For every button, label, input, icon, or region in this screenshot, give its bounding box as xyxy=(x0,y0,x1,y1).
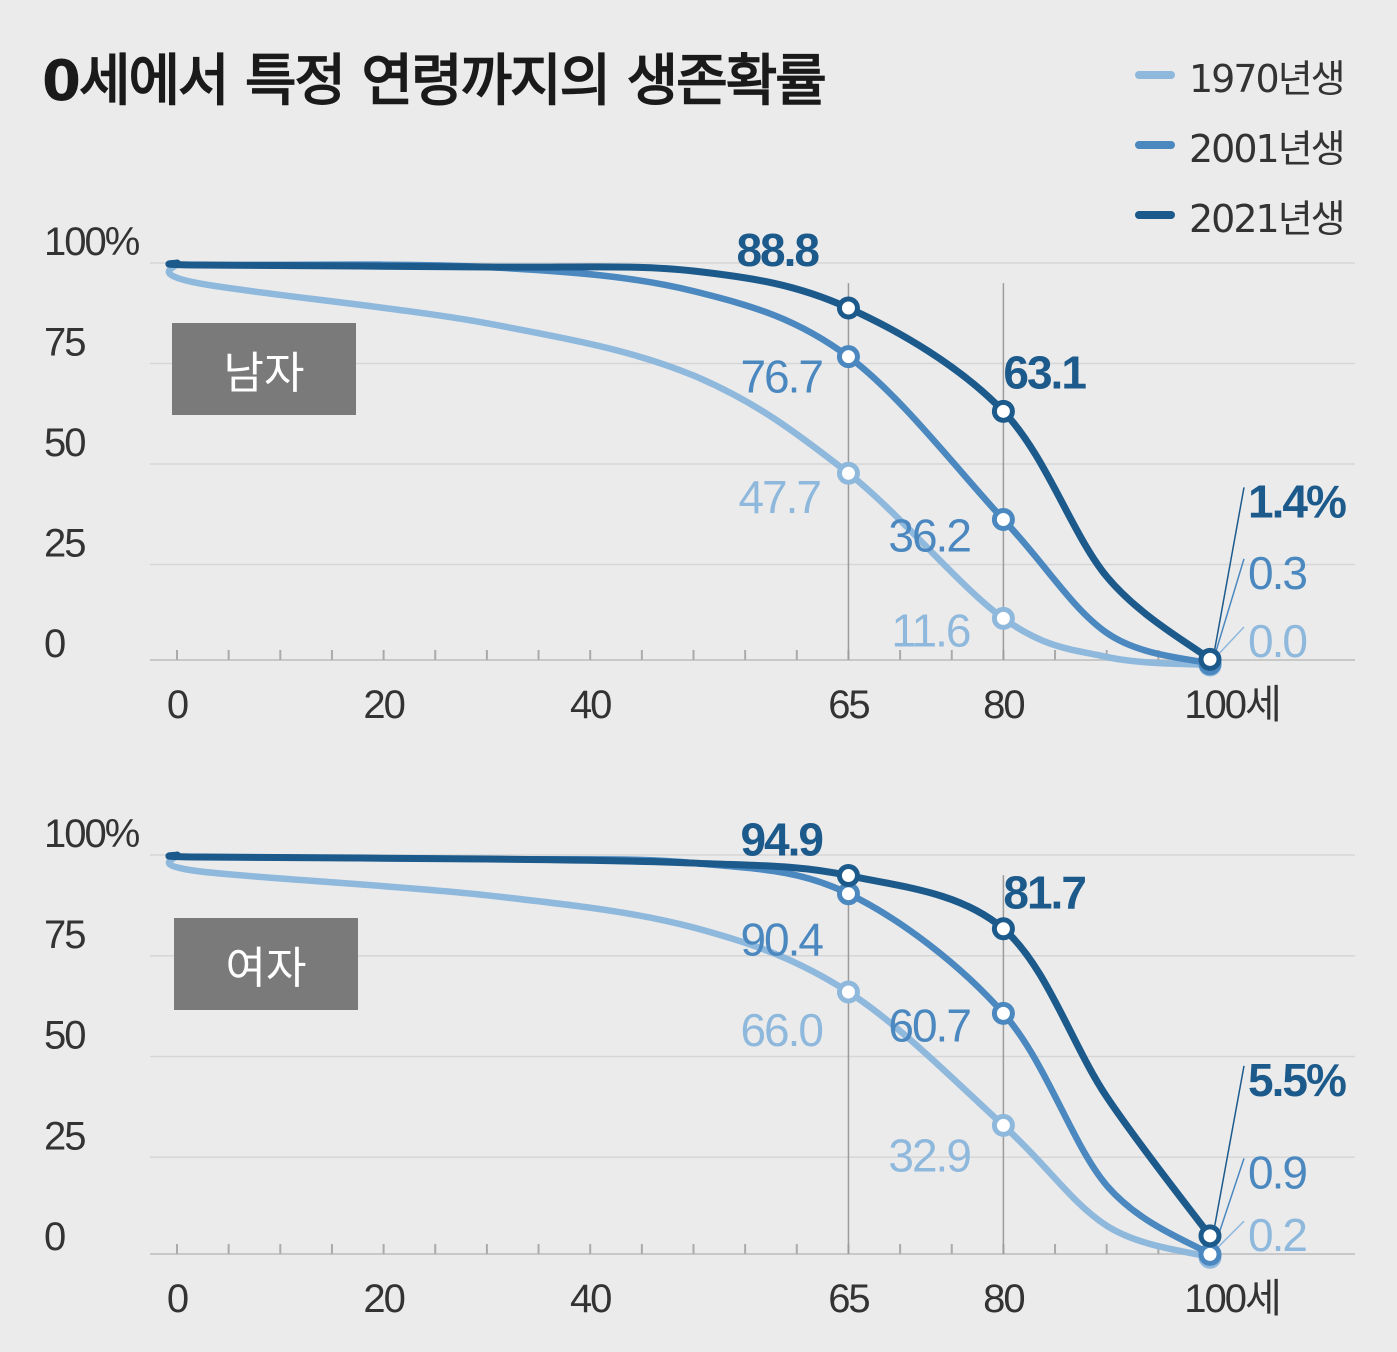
female-point-2021년생-65 xyxy=(836,864,860,888)
male-data-label-2001년생-65: 76.7 xyxy=(740,351,822,403)
female-data-label-2001년생-100: 0.9 xyxy=(1248,1146,1306,1198)
male-x-tick-label: 40 xyxy=(570,683,611,727)
female-x-tick-label: 80 xyxy=(983,1277,1024,1321)
legend: 1970년생 2001년생 2021년생 xyxy=(1135,40,1346,250)
male-point-2001년생-65 xyxy=(836,345,860,369)
female-point-1970년생-80 xyxy=(991,1113,1015,1137)
male-data-label-2021년생-100: 1.4% xyxy=(1248,475,1346,527)
female-point-2021년생-100 xyxy=(1198,1224,1222,1248)
female-point-2001년생-80 xyxy=(991,1001,1015,1025)
female-y-tick-label: 100% xyxy=(44,812,140,856)
female-x-tick-label: 40 xyxy=(570,1277,611,1321)
male-data-label-1970년생-65: 47.7 xyxy=(738,471,820,523)
male-x-tick-label: 20 xyxy=(363,683,404,727)
panel-label-male: 남자 xyxy=(172,323,356,415)
legend-label-2001: 2001년생 xyxy=(1189,126,1346,171)
female-leader-1970년생 xyxy=(1213,1220,1245,1252)
female-data-label-1970년생-65: 66.0 xyxy=(740,1004,822,1056)
male-y-tick-label: 75 xyxy=(44,321,85,365)
legend-label-1970: 1970년생 xyxy=(1189,56,1346,101)
female-y-tick-label: 0 xyxy=(44,1215,65,1259)
female-point-2001년생-65 xyxy=(836,882,860,906)
male-x-tick-label: 0 xyxy=(167,683,188,727)
female-x-tick-label: 20 xyxy=(363,1277,404,1321)
chart-title: 0세에서 특정 연령까지의 생존확률 xyxy=(42,49,827,114)
female-data-label-1970년생-80: 32.9 xyxy=(888,1129,970,1181)
female-data-label-1970년생-100: 0.2 xyxy=(1248,1209,1306,1261)
legend-swatch-2021 xyxy=(1135,211,1175,219)
female-leader-2021년생 xyxy=(1213,1065,1245,1230)
male-y-tick-label: 50 xyxy=(44,421,85,465)
female-series-2021년생-line xyxy=(165,851,1214,1240)
female-x-tick-label: 65 xyxy=(828,1277,869,1321)
female-data-label-2021년생-100: 5.5% xyxy=(1248,1054,1346,1106)
male-point-1970년생-65 xyxy=(836,461,860,485)
male-point-1970년생-80 xyxy=(991,606,1015,630)
female-data-label-2001년생-80: 60.7 xyxy=(888,999,970,1051)
male-y-tick-label: 0 xyxy=(44,622,65,666)
female-y-tick-label: 25 xyxy=(44,1114,85,1158)
male-point-2001년생-80 xyxy=(991,507,1015,531)
male-point-2021년생-100 xyxy=(1198,647,1222,671)
female-y-tick-label: 50 xyxy=(44,1014,85,1058)
male-data-label-1970년생-100: 0.0 xyxy=(1248,615,1306,667)
female-series-1970년생-line xyxy=(165,851,1214,1261)
male-series-2021년생-line xyxy=(165,259,1214,663)
female-data-label-2021년생-80: 81.7 xyxy=(1003,867,1085,919)
male-data-label-2021년생-65: 88.8 xyxy=(736,224,819,276)
male-leader-2021년생 xyxy=(1213,487,1245,654)
legend-swatch-2001 xyxy=(1135,141,1175,149)
male-y-tick-label: 25 xyxy=(44,522,85,566)
female-x-tick-label: 100세 xyxy=(1184,1277,1280,1321)
male-data-label-2001년생-80: 36.2 xyxy=(888,509,970,561)
male-y-tick-label: 100% xyxy=(44,220,140,264)
legend-item-1970: 1970년생 xyxy=(1135,40,1346,110)
male-x-tick-label: 80 xyxy=(983,683,1024,727)
legend-swatch-1970 xyxy=(1135,71,1175,79)
male-point-2021년생-80 xyxy=(991,399,1015,423)
male-point-2021년생-65 xyxy=(836,296,860,320)
male-x-tick-label: 100세 xyxy=(1184,683,1280,727)
male-data-label-2021년생-80: 63.1 xyxy=(1003,346,1086,398)
female-y-tick-label: 75 xyxy=(44,913,85,957)
male-data-label-2001년생-100: 0.3 xyxy=(1248,547,1306,599)
male-series-1970년생-line xyxy=(165,259,1214,669)
male-x-tick-label: 65 xyxy=(828,683,869,727)
female-data-label-2021년생-65: 94.9 xyxy=(740,814,822,866)
female-data-label-2001년생-65: 90.4 xyxy=(740,914,823,966)
female-point-1970년생-65 xyxy=(836,980,860,1004)
male-data-label-1970년생-80: 11.6 xyxy=(891,604,970,656)
female-point-2021년생-80 xyxy=(991,917,1015,941)
male-leader-2001년생 xyxy=(1213,558,1245,659)
legend-label-2021: 2021년생 xyxy=(1189,196,1346,241)
female-x-tick-label: 0 xyxy=(167,1277,188,1321)
legend-item-2001: 2001년생 xyxy=(1135,110,1346,180)
panel-label-female: 여자 xyxy=(174,918,358,1010)
female-point-2001년생-100 xyxy=(1198,1242,1222,1266)
legend-item-2021: 2021년생 xyxy=(1135,180,1346,250)
